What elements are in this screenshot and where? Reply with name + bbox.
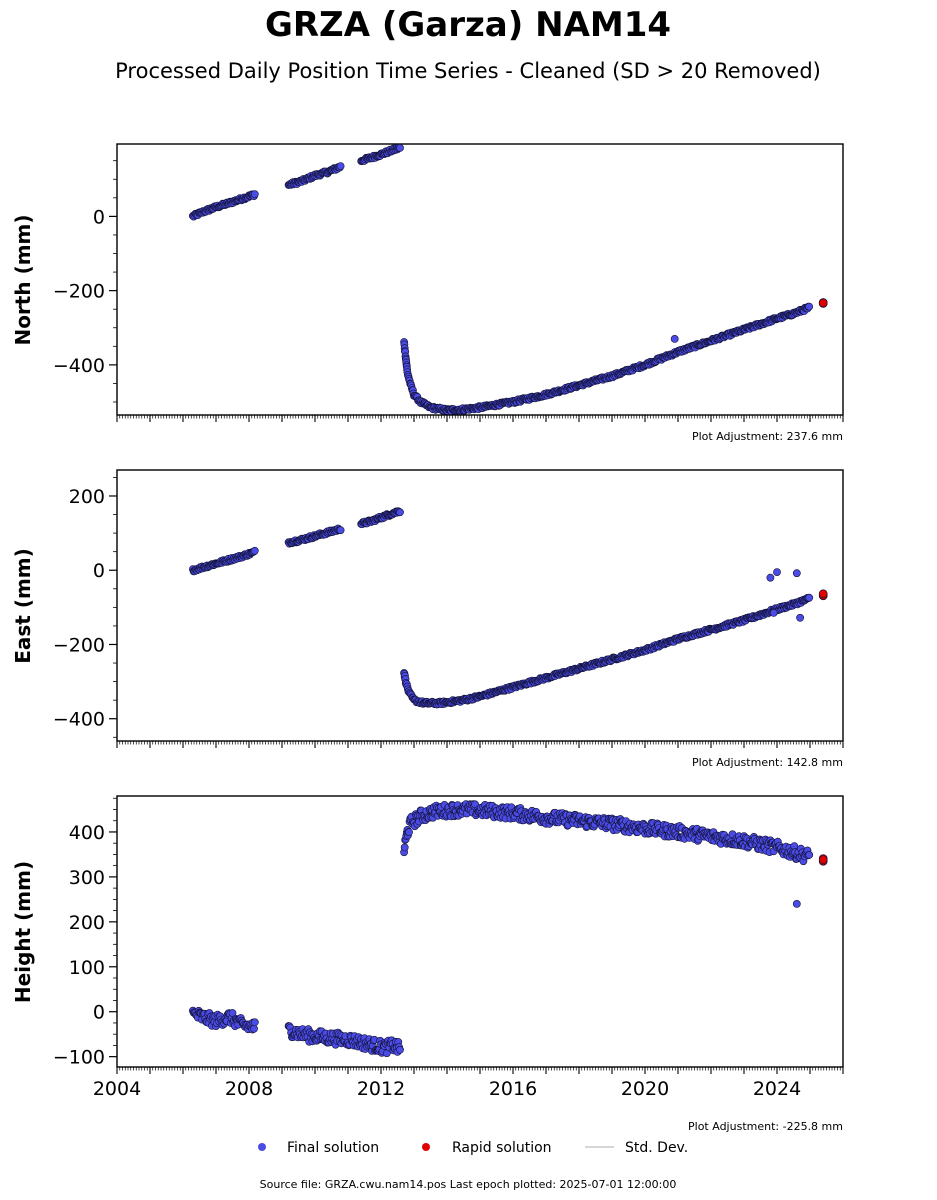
- east-final-point: [792, 569, 801, 578]
- height-final-point: [250, 1024, 258, 1033]
- north-ytick-label: 0: [93, 206, 105, 228]
- east-ytick-label: 0: [93, 560, 105, 582]
- north-axis-ticks: −400 −200 0: [53, 160, 844, 422]
- east-final-point: [396, 508, 404, 517]
- north-final-point: [805, 302, 814, 311]
- east-final-point: [766, 573, 775, 582]
- east-final-point: [336, 526, 345, 535]
- height-axis-ticks: −100 0 100 200 300 400 2004 2008 2012 2016 2020 202…: [53, 797, 844, 1100]
- height-data-points: [188, 800, 828, 1058]
- height-final-point: [250, 1018, 259, 1027]
- height-xtick-label: 2020: [621, 1078, 669, 1100]
- legend-rapid-marker: [422, 1143, 430, 1151]
- east-data-points: [188, 507, 828, 709]
- east-ytick-label: −400: [53, 709, 105, 731]
- legend-stddev-label: Std. Dev.: [625, 1140, 688, 1156]
- east-final-point: [805, 593, 814, 602]
- height-y-label: Height (mm): [11, 861, 35, 1003]
- east-final-point: [796, 613, 804, 622]
- north-final-point: [396, 143, 404, 152]
- legend-final-label: Final solution: [287, 1140, 379, 1156]
- height-final-point: [792, 900, 801, 908]
- height-ytick-label: 300: [69, 867, 105, 889]
- north-final-point: [336, 162, 345, 170]
- legend-rapid-label: Rapid solution: [452, 1140, 552, 1156]
- height-ytick-label: −100: [53, 1047, 105, 1069]
- legend-final-marker: [258, 1143, 266, 1151]
- height-xtick-label: 2008: [225, 1078, 273, 1100]
- north-plot-frame: [116, 143, 844, 416]
- east-final-point: [769, 609, 778, 617]
- north-final-point: [670, 334, 679, 343]
- north-y-label: North (mm): [11, 214, 35, 345]
- east-ytick-label: 200: [69, 486, 105, 508]
- east-plot-adjustment: Plot Adjustment: 142.8 mm: [692, 756, 843, 769]
- east-panel: −400 −200 0 200 East (mm) Plot Adjustment: …: [11, 469, 844, 769]
- height-final-point: [228, 1009, 237, 1017]
- north-final-point: [250, 190, 259, 199]
- height-final-point: [805, 851, 814, 859]
- height-final-point: [400, 843, 409, 852]
- height-rapid-point: [818, 855, 828, 864]
- chart-title: GRZA (Garza) NAM14: [265, 5, 671, 45]
- north-data-points: [188, 143, 828, 415]
- height-plot-adjustment: Plot Adjustment: -225.8 mm: [688, 1120, 843, 1133]
- east-final-point: [773, 568, 781, 576]
- north-plot-adjustment: Plot Adjustment: 237.6 mm: [692, 430, 843, 443]
- height-xtick-label: 2004: [93, 1078, 141, 1100]
- height-xtick-label: 2024: [753, 1078, 801, 1100]
- north-ytick-label: −200: [53, 281, 105, 303]
- height-ytick-label: 100: [69, 957, 105, 979]
- height-xtick-label: 2016: [489, 1078, 537, 1100]
- north-panel: −400 −200 0 North (mm) Plot Adjustment: 23…: [11, 143, 844, 443]
- east-axis-ticks: −400 −200 0 200: [53, 477, 844, 748]
- height-final-point: [396, 1045, 404, 1054]
- height-ytick-label: 0: [93, 1002, 105, 1024]
- north-ytick-label: −400: [53, 355, 105, 377]
- height-panel: −100 0 100 200 300 400 2004 2008 2012 2016 2020 202…: [11, 795, 844, 1133]
- north-rapid-point: [818, 298, 828, 308]
- east-y-label: East (mm): [11, 548, 35, 664]
- east-final-point: [250, 546, 259, 555]
- height-xtick-label: 2012: [357, 1078, 405, 1100]
- height-ytick-label: 200: [69, 912, 105, 934]
- chart-subtitle: Processed Daily Position Time Series - C…: [115, 59, 821, 83]
- east-ytick-label: −200: [53, 634, 105, 656]
- height-final-point: [405, 828, 413, 837]
- east-rapid-point: [818, 589, 828, 599]
- height-ytick-label: 400: [69, 822, 105, 844]
- source-footnote: Source file: GRZA.cwu.nam14.pos Last epo…: [260, 1178, 677, 1191]
- legend: Final solution Rapid solution Std. Dev.: [258, 1140, 688, 1156]
